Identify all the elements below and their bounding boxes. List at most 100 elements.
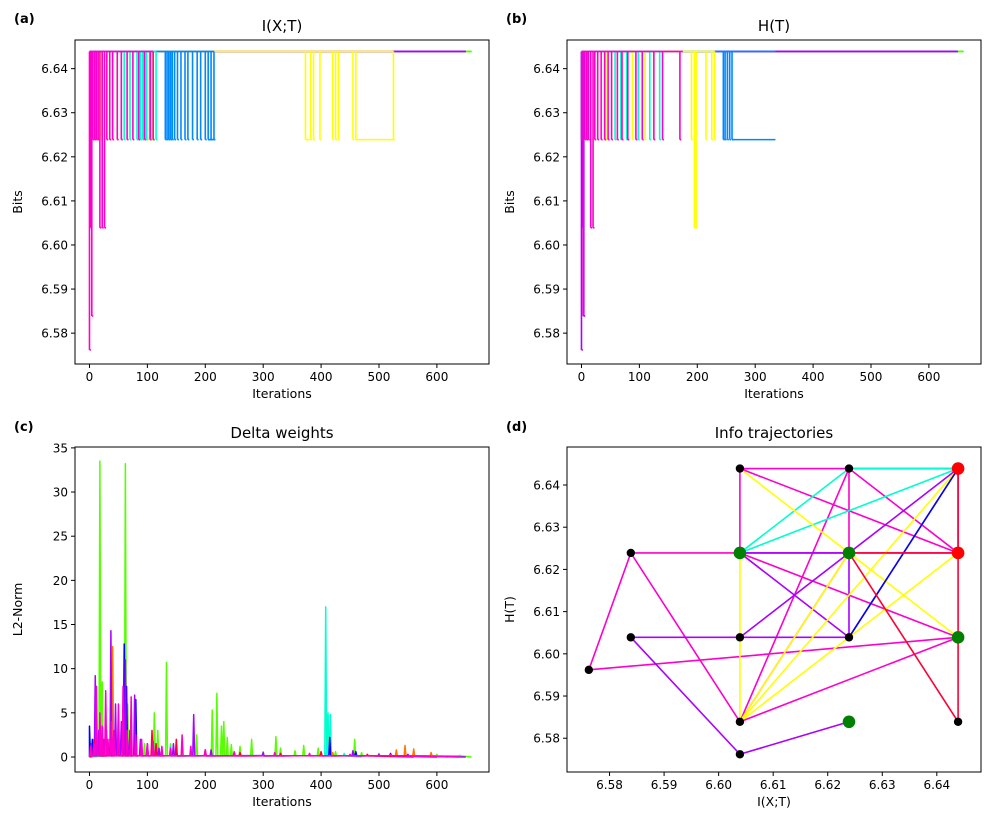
x-tick-label: 100 — [628, 370, 651, 384]
x-tick-label: 600 — [917, 370, 940, 384]
y-tick-label: 10 — [53, 662, 68, 676]
y-tick-label: 15 — [53, 618, 68, 632]
panel-a-frame — [74, 39, 490, 365]
y-tick-label: 6.60 — [533, 647, 560, 661]
y-tick-label: 6.58 — [533, 327, 560, 341]
x-tick-label: 200 — [194, 370, 217, 384]
y-tick-label: 35 — [53, 441, 68, 455]
panel-b-ylabel: Bits — [502, 190, 517, 213]
x-tick-label: 0 — [86, 370, 94, 384]
trajectory-point — [626, 633, 636, 642]
x-tick-label: 400 — [802, 370, 825, 384]
panel-a-series — [88, 50, 472, 351]
x-tick-label: 6.61 — [760, 778, 787, 792]
y-tick-label: 6.58 — [533, 732, 560, 746]
y-tick-label: 30 — [53, 486, 68, 500]
panel-d-markers — [584, 462, 965, 759]
x-tick-label: 400 — [310, 370, 333, 384]
y-tick-label: 6.61 — [41, 194, 68, 208]
panel-a-title: I(X;T) — [262, 17, 303, 35]
panel-c-label: (c) — [14, 420, 34, 435]
x-tick-label: 6.64 — [923, 778, 950, 792]
trajectory-point — [735, 717, 745, 726]
series-run-magenta — [88, 50, 155, 351]
series-run-cyan — [581, 50, 663, 141]
y-tick-label: 6.59 — [533, 690, 560, 704]
x-tick-label: 0 — [86, 778, 94, 792]
y-tick-label: 6.60 — [533, 238, 560, 252]
panel-d-frame — [566, 446, 982, 773]
y-tick-label: 6.63 — [533, 521, 560, 535]
panel-c-xlabel: Iterations — [252, 794, 312, 809]
y-tick-label: 6.63 — [533, 106, 560, 120]
y-tick-label: 5 — [60, 706, 68, 720]
x-tick-label: 6.58 — [596, 778, 623, 792]
y-tick-label: 6.61 — [533, 194, 560, 208]
trajectory-point — [953, 717, 963, 726]
panel-d-title: Info trajectories — [715, 424, 834, 442]
trajectory-point — [735, 464, 745, 473]
trajectory-start-marker — [733, 546, 747, 560]
x-tick-label: 600 — [425, 778, 448, 792]
y-tick-label: 6.59 — [41, 283, 68, 297]
panel-b-label: (b) — [506, 12, 527, 27]
x-tick-label: 100 — [136, 778, 159, 792]
x-tick-label: 100 — [136, 370, 159, 384]
x-tick-label: 6.59 — [651, 778, 678, 792]
y-tick-label: 6.62 — [533, 563, 560, 577]
panel-d-ylabel: H(T) — [502, 596, 517, 623]
x-tick-label: 0 — [578, 370, 586, 384]
x-tick-label: 300 — [744, 370, 767, 384]
trajectory-point — [626, 548, 636, 558]
y-tick-label: 6.64 — [41, 62, 68, 76]
x-tick-label: 500 — [860, 370, 883, 384]
trajectory-point — [735, 633, 745, 642]
trajectory-end-marker — [951, 546, 965, 560]
x-tick-label: 200 — [194, 778, 217, 792]
trajectory-start-marker — [842, 546, 856, 560]
trajectory-point — [735, 750, 745, 759]
y-tick-label: 6.61 — [533, 605, 560, 619]
trajectory-point — [844, 633, 854, 642]
trajectory-start-marker — [842, 715, 856, 729]
y-tick-label: 6.59 — [533, 283, 560, 297]
x-tick-label: 400 — [310, 778, 333, 792]
trajectory-end-marker — [951, 462, 965, 475]
trajectory-point — [584, 665, 594, 675]
series-run-blue — [89, 50, 216, 141]
trajectory-point — [844, 464, 854, 473]
panel-b-frame — [566, 39, 982, 365]
panel-c-frame — [74, 446, 490, 773]
panel-a-axes: 0 100 200 300 400 500 600 6.58 6.59 6.60 6.61 6.62 6… — [10, 12, 490, 401]
x-tick-label: 200 — [686, 370, 709, 384]
panel-c-ylabel: L2-Norm — [10, 583, 25, 637]
y-tick-label: 0 — [60, 750, 68, 764]
panel-b-axes: 0 100 200 300 400 500 600 6.58 6.59 6.60 6.61 6.62 6… — [502, 12, 982, 401]
x-tick-label: 6.62 — [814, 778, 841, 792]
panel-c-series — [88, 460, 472, 758]
x-tick-label: 600 — [425, 370, 448, 384]
y-tick-label: 6.64 — [533, 62, 560, 76]
panel-c-title: Delta weights — [230, 424, 333, 442]
panel-d-axes: 6.58 6.59 6.60 6.61 6.62 6.63 6.64 6.58 6.59 6.60… — [502, 420, 982, 809]
series-run-yellow — [581, 50, 717, 229]
y-tick-label: 6.58 — [41, 327, 68, 341]
x-tick-label: 500 — [368, 778, 391, 792]
y-tick-label: 6.62 — [533, 150, 560, 164]
x-tick-label: 300 — [252, 778, 275, 792]
y-tick-label: 6.60 — [41, 238, 68, 252]
series-run-magenta — [580, 50, 683, 317]
panel-d-xlabel: I(X;T) — [757, 794, 791, 809]
y-tick-label: 20 — [53, 574, 68, 588]
trajectory-line-2 — [739, 467, 959, 554]
panel-c-axes: 0 100 200 300 400 500 600 0 5 10 15 20 25 30 35 Delta w… — [10, 420, 490, 809]
panel-a-label: (a) — [14, 12, 35, 27]
y-tick-label: 6.63 — [41, 106, 68, 120]
trajectory-start-marker — [951, 631, 965, 644]
panel-b-title: H(T) — [758, 17, 790, 35]
x-tick-label: 300 — [252, 370, 275, 384]
panel-d-label: (d) — [506, 420, 527, 435]
panel-a-xlabel: Iterations — [252, 386, 312, 401]
y-tick-label: 6.64 — [533, 478, 560, 492]
